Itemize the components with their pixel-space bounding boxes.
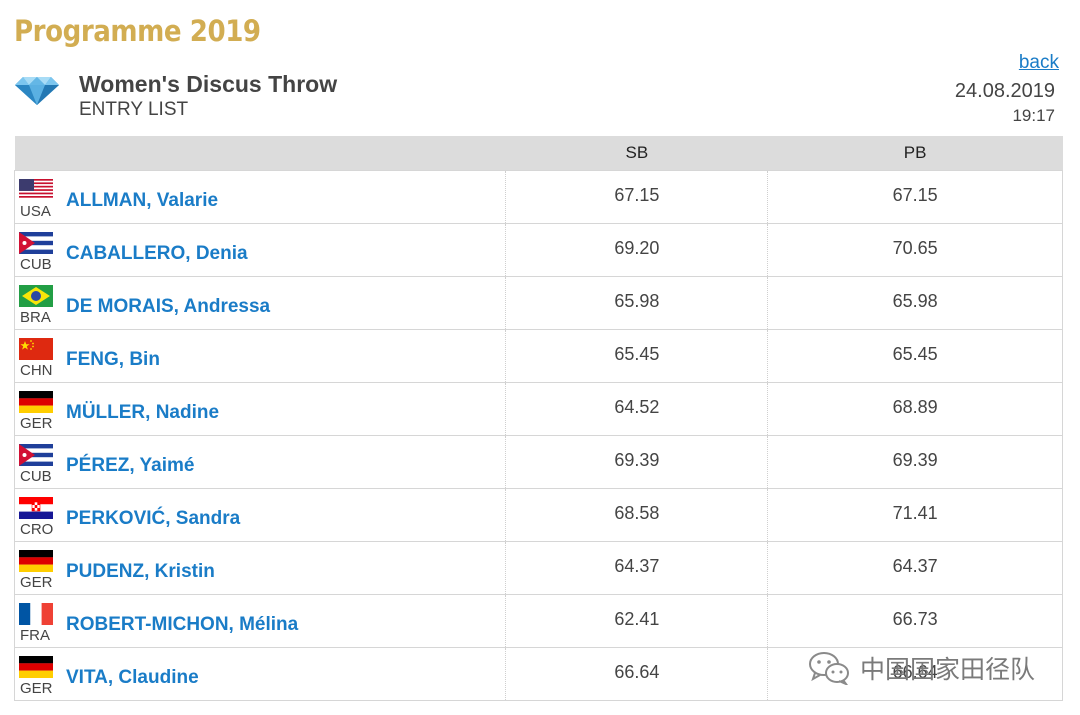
country-code: GER: [20, 680, 53, 697]
athlete-name-link[interactable]: MÜLLER, Nadine: [66, 402, 220, 423]
athlete-cell: CUB CABALLERO, Denia: [13, 223, 506, 277]
table-header-row: SB PB: [14, 136, 1063, 171]
pb-value: 70.65: [767, 223, 1063, 277]
pb-value: 65.45: [767, 329, 1063, 383]
event-subtitle: ENTRY LIST: [79, 99, 189, 120]
sb-value: 64.52: [505, 382, 768, 436]
athlete-name-link[interactable]: PÉREZ, Yaimé: [66, 455, 195, 476]
pb-value: 67.15: [767, 170, 1063, 224]
country-code: CRO: [20, 521, 54, 538]
sb-value: 69.20: [505, 223, 768, 277]
country-code: FRA: [20, 627, 50, 644]
table-row: BRA DE MORAIS, Andressa 65.98 65.98: [13, 276, 1063, 330]
sb-value: 69.39: [505, 435, 768, 489]
pb-value: 65.98: [767, 276, 1063, 330]
country-code: CUB: [20, 468, 52, 485]
athlete-column-header: [14, 136, 506, 171]
athlete-cell: USA ALLMAN, Valarie: [13, 170, 506, 224]
pb-value: 64.37: [767, 541, 1063, 595]
germany-flag-icon: [19, 656, 53, 678]
country-code: CHN: [20, 362, 53, 379]
country-code: CUB: [20, 256, 52, 273]
sb-value: 66.64: [505, 647, 768, 701]
athlete-name-link[interactable]: PUDENZ, Kristin: [66, 561, 215, 582]
pb-column-header: PB: [767, 136, 1063, 171]
pb-value: 68.89: [767, 382, 1063, 436]
sb-value: 65.45: [505, 329, 768, 383]
cuba-flag-icon: [19, 444, 53, 466]
athlete-name-link[interactable]: ALLMAN, Valarie: [66, 190, 219, 211]
table-row: CUB CABALLERO, Denia 69.20 70.65: [13, 223, 1063, 277]
table-row: USA ALLMAN, Valarie 67.15 67.15: [13, 170, 1063, 224]
sb-value: 65.98: [505, 276, 768, 330]
country-code: BRA: [20, 309, 51, 326]
sb-value: 64.37: [505, 541, 768, 595]
sb-value: 68.58: [505, 488, 768, 542]
germany-flag-icon: [19, 550, 53, 572]
athlete-cell: CHN FENG, Bin: [13, 329, 506, 383]
athlete-name-link[interactable]: VITA, Claudine: [66, 667, 199, 688]
event-time: 19:17: [1012, 106, 1055, 125]
athlete-cell: FRA ROBERT-MICHON, Mélina: [13, 594, 506, 648]
athlete-cell: BRA DE MORAIS, Andressa: [13, 276, 506, 330]
watermark: 中国国家田径队: [808, 650, 1035, 686]
pb-value: 66.73: [767, 594, 1063, 648]
china-flag-icon: [19, 338, 53, 360]
event-title: Women's Discus Throw: [79, 71, 338, 97]
table-row: CHN FENG, Bin 65.45 65.45: [13, 329, 1063, 383]
sb-column-header: SB: [505, 136, 768, 171]
diamond-icon: [14, 76, 60, 106]
entry-list-table: SB PB USA ALLMAN, Valarie 67.15 67.15 CUB CAB…: [13, 136, 1063, 701]
athlete-cell: CRO PERKOVIĆ, Sandra: [13, 488, 506, 542]
cuba-flag-icon: [19, 232, 53, 254]
athlete-name-link[interactable]: ROBERT-MICHON, Mélina: [66, 614, 299, 635]
table-row: CUB PÉREZ, Yaimé 69.39 69.39: [13, 435, 1063, 489]
sb-value: 67.15: [505, 170, 768, 224]
athlete-name-link[interactable]: FENG, Bin: [66, 349, 160, 370]
wechat-icon: [809, 652, 849, 685]
athlete-cell: GER VITA, Claudine: [13, 647, 506, 701]
event-date: 24.08.2019: [954, 80, 1055, 102]
programme-title: Programme 2019: [14, 14, 261, 48]
athlete-name-link[interactable]: DE MORAIS, Andressa: [66, 296, 271, 317]
table-row: GER MÜLLER, Nadine 64.52 68.89: [13, 382, 1063, 436]
athlete-cell: CUB PÉREZ, Yaimé: [13, 435, 506, 489]
country-code: GER: [20, 415, 53, 432]
athlete-cell: GER PUDENZ, Kristin: [13, 541, 506, 595]
watermark-text: 中国国家田径队: [860, 656, 1036, 684]
back-link[interactable]: back: [1018, 52, 1059, 73]
athlete-name-link[interactable]: CABALLERO, Denia: [66, 243, 248, 264]
france-flag-icon: [19, 603, 53, 625]
table-row: CRO PERKOVIĆ, Sandra 68.58 71.41: [13, 488, 1063, 542]
usa-flag-icon: [19, 179, 53, 201]
croatia-flag-icon: [19, 497, 53, 519]
country-code: USA: [20, 203, 51, 220]
pb-value: 69.39: [767, 435, 1063, 489]
table-row: FRA ROBERT-MICHON, Mélina 62.41 66.73: [13, 594, 1063, 648]
sb-value: 62.41: [505, 594, 768, 648]
athlete-name-link[interactable]: PERKOVIĆ, Sandra: [66, 508, 241, 529]
country-code: GER: [20, 574, 53, 591]
brazil-flag-icon: [19, 285, 53, 307]
germany-flag-icon: [19, 391, 53, 413]
athlete-cell: GER MÜLLER, Nadine: [13, 382, 506, 436]
table-row: GER PUDENZ, Kristin 64.37 64.37: [13, 541, 1063, 595]
pb-value: 71.41: [767, 488, 1063, 542]
